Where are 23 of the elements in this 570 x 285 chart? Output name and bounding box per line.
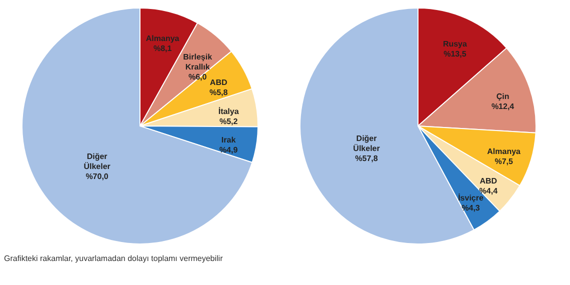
slice-label: İsviçre: [458, 194, 484, 203]
slice-label: Diğer Ülkeler: [353, 134, 380, 153]
data-label: %57,8: [355, 154, 378, 163]
data-label: %4,9: [219, 145, 238, 154]
slice-label: ABD: [210, 78, 228, 87]
data-label: %8,1: [153, 44, 172, 54]
slice-label: Diğer Ülkeler: [84, 152, 110, 172]
slice-label: Almanya: [487, 146, 522, 156]
slice-label: Çin: [496, 92, 510, 101]
slice-label: Almanya: [146, 34, 180, 44]
data-label: %12,4: [491, 102, 515, 111]
text: Grafikteki rakamlar, yuvarlamadan dolayı toplamı vermeyebilir: [4, 254, 224, 263]
slice-label: Birleşik Krallık: [183, 52, 213, 72]
data-label: %13,5: [444, 49, 467, 58]
slice-label: İtalya: [218, 106, 240, 116]
data-label: %5,2: [219, 116, 238, 126]
data-label: %5,8: [209, 88, 228, 97]
data-label: %70,0: [86, 172, 109, 182]
data-label: %4,4: [479, 186, 498, 196]
slice-label: ABD: [480, 176, 498, 186]
slice-label: Irak: [221, 135, 236, 144]
slice-label: Rusya: [442, 39, 468, 48]
data-label: %7,5: [494, 156, 514, 166]
